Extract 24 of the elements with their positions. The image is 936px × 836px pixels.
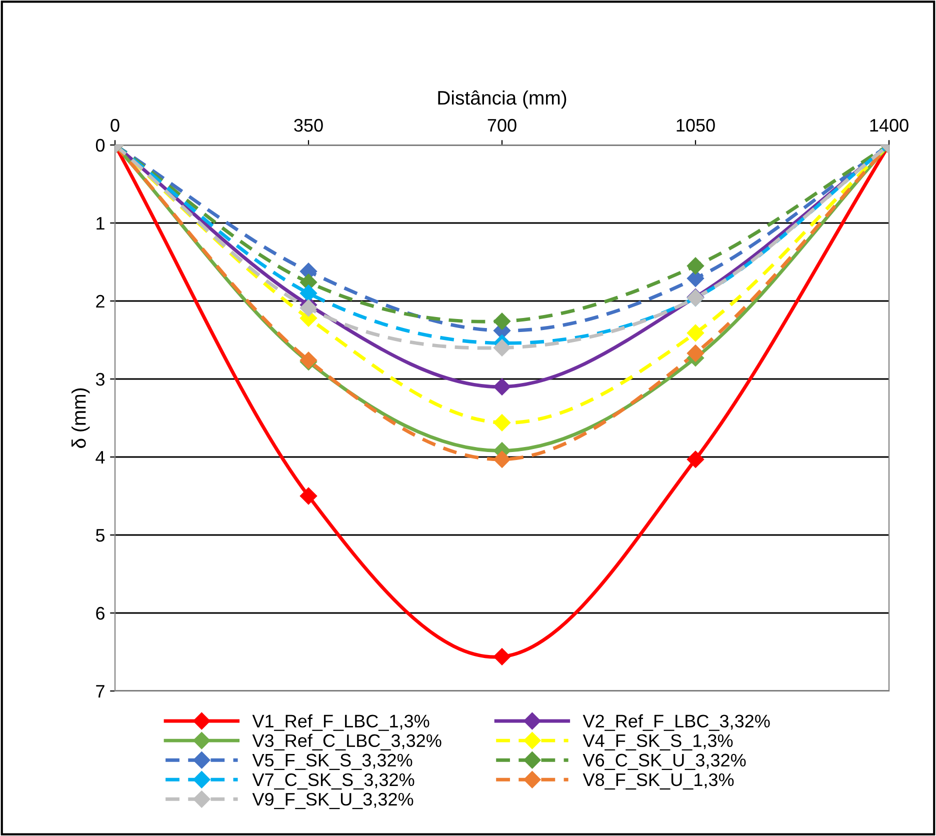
y-tick-label: 6 (96, 606, 104, 620)
legend-label: V6_C_SK_U_3,32% (582, 754, 746, 770)
y-tick-label: 3 (96, 372, 104, 386)
x-tick-label: 1400 (870, 118, 908, 132)
y-tick-label: 5 (96, 529, 105, 542)
y-tick-label: 1 (96, 217, 104, 230)
x-tick-label: 1050 (676, 118, 715, 132)
legend-label: V5_F_SK_S_3,32% (252, 754, 412, 770)
x-tick-label: 350 (294, 118, 323, 132)
x-tick-label: 700 (488, 118, 516, 132)
legend-label: V9_F_SK_U_3,32% (252, 792, 414, 810)
legend-label: V1_Ref_F_LBC_1,3% (252, 714, 430, 731)
x-tick-label: 0 (110, 118, 120, 132)
y-tick-label: 2 (96, 294, 104, 308)
y-tick-label: 7 (96, 685, 104, 698)
legend-label: V3_Ref_C_LBC_3,32% (252, 734, 442, 750)
y-tick-label: 4 (96, 451, 105, 464)
legend-label: V4_F_SK_S_1,3% (582, 734, 733, 750)
legend-label: V7_C_SK_S_3,32% (252, 773, 414, 790)
y-axis-title: δ (mm) (72, 388, 90, 448)
legend-label: V2_Ref_F_LBC_3,32% (582, 714, 770, 731)
y-tick-label: 0 (96, 138, 105, 152)
x-axis-title: Distância (mm) (438, 90, 566, 109)
legend-label: V8_F_SK_U_1,3% (582, 773, 734, 790)
